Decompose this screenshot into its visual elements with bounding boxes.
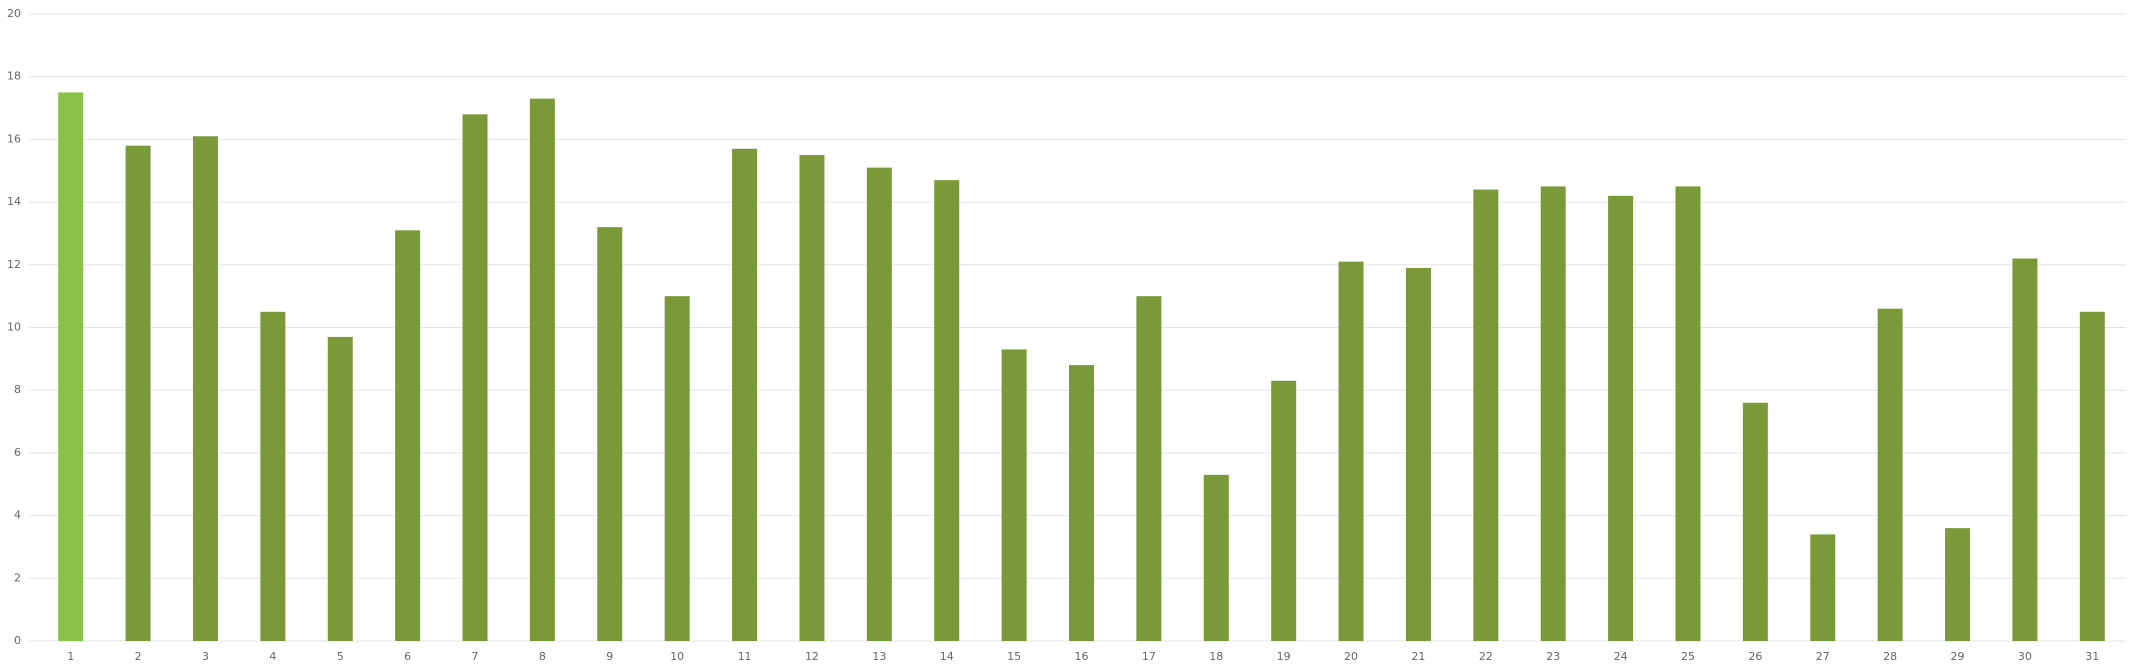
bar — [1675, 186, 1701, 642]
x-tick-label: 21 — [1411, 650, 1425, 663]
y-tick-label: 14 — [7, 195, 21, 208]
y-tick-label: 6 — [14, 446, 21, 459]
bar — [2079, 311, 2105, 641]
x-tick-label: 30 — [2018, 650, 2032, 663]
x-tick-label: 5 — [337, 650, 344, 663]
bar — [1608, 195, 1634, 641]
bar — [260, 311, 286, 641]
y-tick-label: 16 — [7, 132, 21, 145]
x-tick-label: 6 — [404, 650, 411, 663]
bar — [1136, 296, 1162, 641]
y-tick-label: 2 — [14, 571, 21, 584]
y-tick-label: 0 — [14, 634, 21, 647]
x-tick-label: 11 — [738, 650, 752, 663]
y-tick-label: 18 — [7, 70, 21, 83]
x-tick-label: 7 — [472, 650, 479, 663]
bar — [462, 114, 488, 641]
x-tick-label: 19 — [1277, 650, 1291, 663]
x-tick-label: 20 — [1344, 650, 1358, 663]
x-tick-label: 8 — [539, 650, 546, 663]
y-tick-label: 20 — [7, 7, 21, 20]
y-tick-label: 4 — [14, 509, 21, 522]
x-tick-label: 13 — [872, 650, 886, 663]
x-tick-label: 3 — [202, 650, 209, 663]
bar — [732, 148, 758, 641]
x-tick-label: 14 — [940, 650, 954, 663]
x-tick-label: 26 — [1748, 650, 1762, 663]
x-tick-label: 12 — [805, 650, 819, 663]
x-tick-label: 4 — [269, 650, 276, 663]
x-tick-label: 31 — [2085, 650, 2099, 663]
bar — [1338, 261, 1364, 641]
x-tick-label: 1 — [67, 650, 74, 663]
x-tick-label: 22 — [1479, 650, 1493, 663]
y-tick-label: 12 — [7, 258, 21, 271]
bar — [934, 180, 960, 641]
x-tick-label: 29 — [1951, 650, 1965, 663]
bar — [395, 230, 421, 641]
x-tick-label: 15 — [1007, 650, 1021, 663]
bar — [125, 145, 151, 642]
bar — [1877, 308, 1903, 641]
x-tick-label: 27 — [1816, 650, 1830, 663]
y-tick-label: 10 — [7, 321, 21, 334]
bar — [1203, 474, 1229, 641]
bar — [1001, 349, 1027, 641]
x-tick-label: 2 — [135, 650, 142, 663]
bar — [1945, 528, 1971, 641]
y-tick-label: 8 — [14, 383, 21, 396]
bar — [529, 98, 555, 641]
bar — [1810, 534, 1836, 641]
bar — [597, 227, 623, 641]
x-tick-label: 25 — [1681, 650, 1695, 663]
x-tick-label: 9 — [606, 650, 613, 663]
bar — [1473, 189, 1499, 641]
bar — [58, 92, 84, 641]
bar — [1271, 380, 1297, 641]
bar — [664, 296, 690, 641]
x-tick-label: 17 — [1142, 650, 1156, 663]
x-tick-label: 16 — [1075, 650, 1089, 663]
bar — [799, 155, 825, 641]
bar — [866, 167, 892, 642]
bar — [327, 336, 353, 641]
bar — [1742, 402, 1768, 641]
x-tick-label: 24 — [1614, 650, 1628, 663]
x-tick-label: 10 — [670, 650, 684, 663]
bar — [2012, 258, 2038, 641]
bar — [1540, 186, 1566, 642]
bar — [1069, 365, 1094, 641]
bar — [192, 136, 218, 641]
x-tick-label: 18 — [1209, 650, 1223, 663]
x-tick-label: 23 — [1546, 650, 1560, 663]
bar — [1405, 267, 1431, 641]
x-tick-label: 28 — [1883, 650, 1897, 663]
